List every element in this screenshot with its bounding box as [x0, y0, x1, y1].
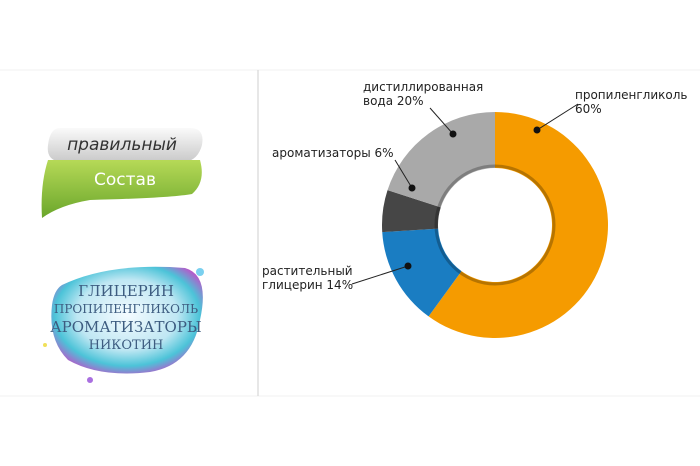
- slice-name: пропиленгликоль: [575, 88, 688, 102]
- slice-name: растительный глицерин: [262, 264, 353, 292]
- slice: [387, 112, 495, 208]
- badge-bottom: [41, 160, 202, 218]
- pointer: [536, 103, 579, 131]
- ingredient: АРОМАТИЗАТОРЫ: [50, 318, 201, 336]
- slice-label: дистиллированная вода 20%: [363, 80, 493, 108]
- badge-top: [47, 128, 203, 162]
- bubble: [87, 377, 93, 383]
- pointer: [429, 107, 454, 135]
- pointer-dot: [408, 184, 416, 192]
- slice-value: 6%: [374, 146, 394, 160]
- bubble: [43, 343, 47, 347]
- ingredient: ПРОПИЛЕНГЛИКОЛЬ: [54, 302, 198, 316]
- ingredients-blob: [51, 266, 203, 374]
- slice: [428, 111, 608, 338]
- badge-bottom-text: Состав: [94, 170, 156, 190]
- ingredient: ГЛИЦЕРИН: [78, 282, 174, 300]
- pointer-dot: [449, 130, 457, 138]
- slice-value: 60%: [575, 102, 602, 116]
- donut-hole-shadow: [434, 164, 556, 286]
- pointer: [394, 159, 413, 189]
- slice-name: дистиллированная вода: [363, 80, 484, 108]
- slice-label: растительный глицерин 14%: [262, 264, 372, 292]
- slice-name: ароматизаторы: [272, 146, 371, 160]
- slice-value: 14%: [326, 278, 354, 292]
- pointer-dot: [533, 126, 541, 134]
- slice-value: 20%: [396, 94, 424, 108]
- slice-label: ароматизаторы 6%: [272, 146, 412, 160]
- bubble: [196, 268, 204, 276]
- pointer-dot: [404, 262, 412, 270]
- badge-top-text: правильный: [67, 135, 177, 155]
- slice: [382, 228, 462, 317]
- pointer: [351, 265, 409, 285]
- slice-label: пропиленгликоль 60%: [575, 88, 688, 116]
- ingredient: НИКОТИН: [89, 338, 164, 353]
- slice: [382, 190, 441, 233]
- donut: [351, 103, 608, 338]
